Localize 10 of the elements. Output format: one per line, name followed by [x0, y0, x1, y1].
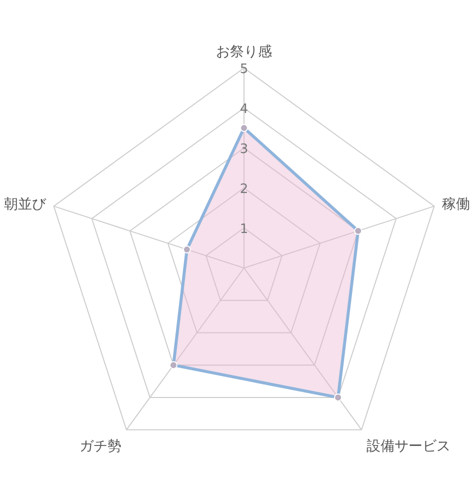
spoke-label: 設備サービス: [366, 438, 450, 454]
y-tick-label: 3: [240, 142, 248, 157]
spoke-label: 朝並び: [4, 196, 48, 213]
y-tick-label: 2: [240, 182, 248, 197]
y-tick-label: 4: [240, 102, 248, 117]
spoke-label: お祭り感: [216, 44, 272, 60]
y-tick-label: 1: [240, 222, 248, 237]
spoke-label: 稼働: [442, 196, 470, 213]
y-tick-label: 5: [240, 62, 248, 77]
spoke-label: ガチ勢: [80, 438, 122, 454]
